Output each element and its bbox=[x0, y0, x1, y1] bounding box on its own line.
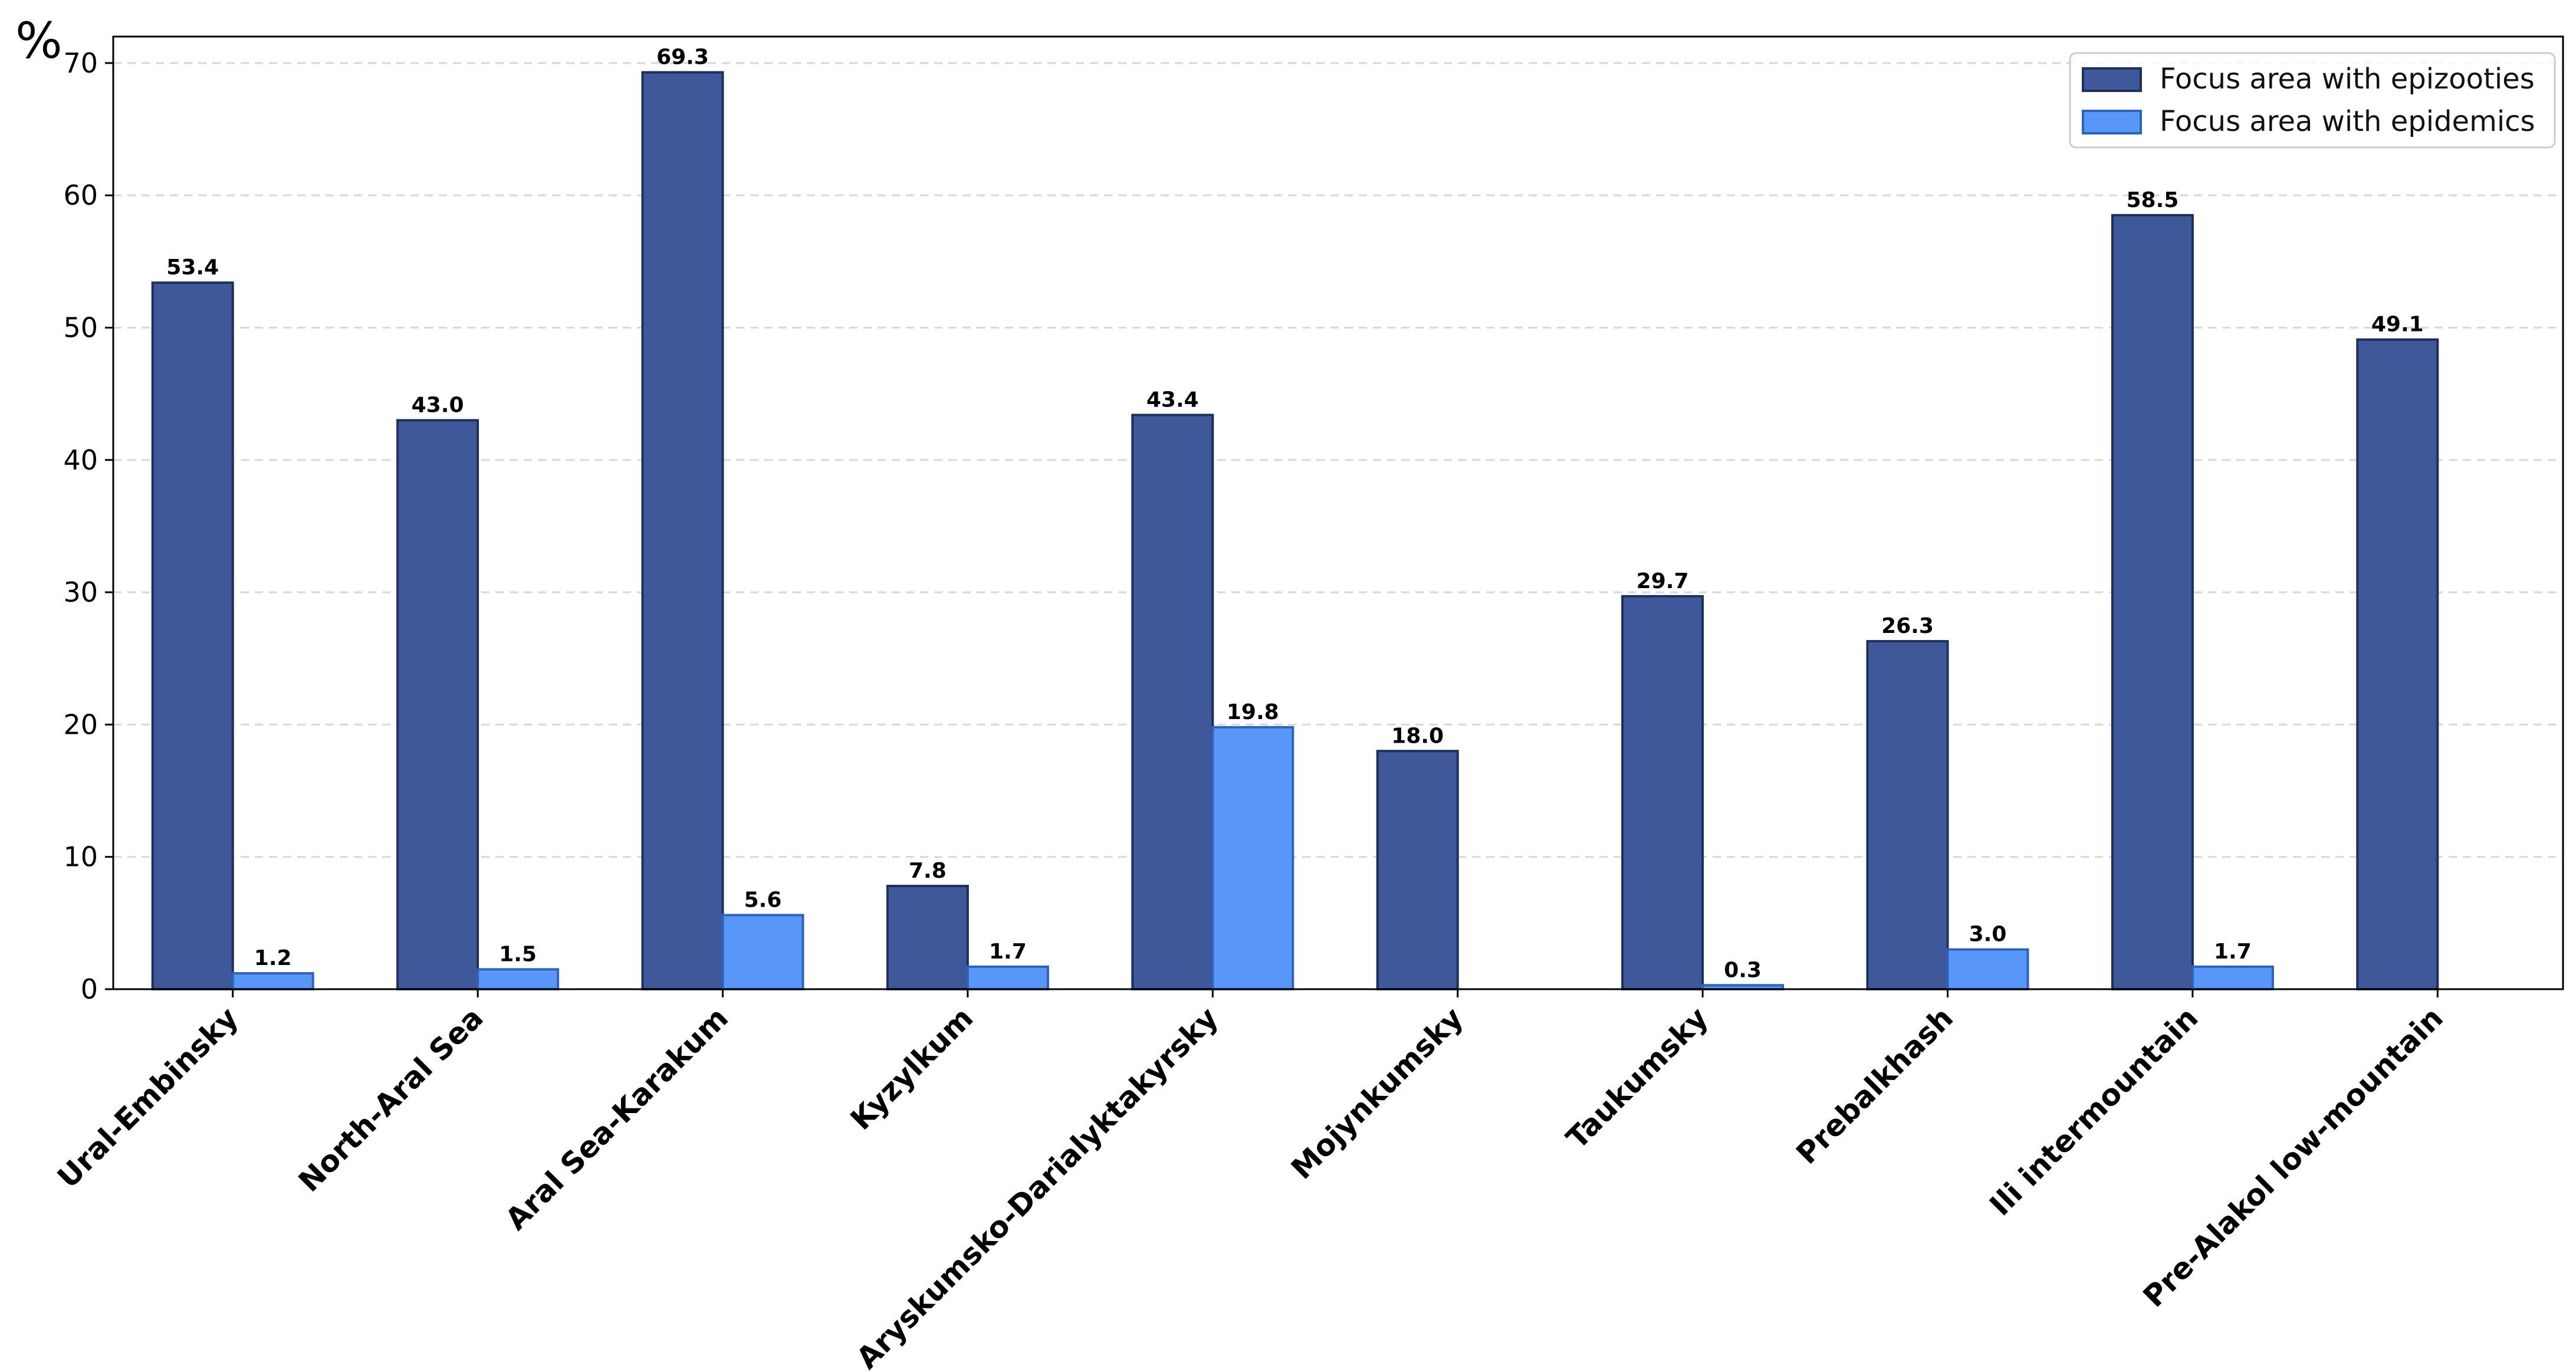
y-tick-label: 30 bbox=[63, 576, 98, 608]
bar-epizooties bbox=[1621, 595, 1704, 990]
bar-value-label: 19.8 bbox=[1227, 700, 1279, 724]
bar-epidemics bbox=[231, 972, 314, 991]
bar-value-label: 29.7 bbox=[1637, 569, 1689, 593]
y-tick-label: 50 bbox=[63, 311, 98, 343]
bar-value-label: 69.3 bbox=[656, 45, 709, 70]
bar-epizooties bbox=[1866, 640, 1949, 990]
y-tick-label: 60 bbox=[63, 179, 98, 211]
x-category-label: Pre-Alakol low-mountain bbox=[2137, 1000, 2450, 1314]
bars bbox=[151, 71, 2439, 991]
bar-epizooties bbox=[1131, 413, 1214, 990]
x-category-label: Ili intermountain bbox=[1983, 1000, 2205, 1222]
plot-frame bbox=[112, 35, 2564, 990]
y-tick-label: 20 bbox=[63, 708, 98, 740]
x-category-label: Taukumsky bbox=[1560, 1000, 1715, 1156]
bar-epidemics bbox=[1946, 948, 2029, 991]
category-labels: Ural-Embinsky North-Aral Sea Aral Sea-Kara… bbox=[51, 1000, 2450, 1372]
bar-value-label: 5.6 bbox=[744, 888, 782, 912]
gridlines bbox=[113, 62, 2563, 858]
legend-frame bbox=[2069, 52, 2556, 149]
bar-epizooties bbox=[396, 419, 479, 990]
bar-value-label: 53.4 bbox=[166, 255, 219, 280]
bar-epizooties bbox=[2356, 338, 2439, 991]
legend-swatch-epizooties bbox=[2082, 67, 2142, 92]
y-tick-label: 40 bbox=[63, 444, 98, 476]
bar-value-label: 58.5 bbox=[2126, 188, 2179, 212]
legend-label-epizooties: Focus area with epizooties bbox=[2160, 63, 2535, 96]
bar-epizooties bbox=[151, 281, 234, 990]
x-category-label: Prebalkhash bbox=[1790, 1000, 1960, 1170]
bar-value-label: 49.1 bbox=[2371, 313, 2424, 337]
bar-epidemics bbox=[966, 965, 1049, 990]
y-ticks: 0 10 20 30 40 50 60 70 bbox=[63, 47, 113, 1005]
y-tick-label: 10 bbox=[63, 841, 98, 873]
y-tick-label: 0 bbox=[81, 973, 98, 1005]
x-category-label: Ural-Embinsky bbox=[51, 1000, 245, 1194]
bar-value-label: 7.8 bbox=[909, 859, 947, 883]
y-axis-unit-label: % bbox=[15, 12, 63, 70]
bar-epizooties bbox=[641, 71, 724, 990]
x-category-label: North-Aral Sea bbox=[292, 1000, 489, 1198]
bar-value-label: 3.0 bbox=[1969, 923, 2007, 947]
x-category-label: Mojynkumsky bbox=[1284, 1000, 1470, 1186]
bar-value-label: 0.3 bbox=[1724, 958, 1762, 982]
bar-value-label: 1.7 bbox=[989, 940, 1027, 964]
bar-epidemics bbox=[721, 914, 804, 991]
bar-epidemics bbox=[1211, 726, 1294, 990]
bar-value-label: 43.4 bbox=[1146, 388, 1199, 412]
bar-epizooties bbox=[1376, 750, 1459, 990]
y-tick-label: 70 bbox=[63, 47, 98, 79]
legend: Focus area with epizooties Focus area wi… bbox=[2069, 52, 2556, 149]
bar-value-label: 26.3 bbox=[1881, 614, 1934, 638]
bar-epidemics bbox=[2191, 965, 2274, 990]
bar-value-label: 18.0 bbox=[1391, 724, 1444, 748]
bar-epidemics bbox=[477, 968, 560, 990]
bar-value-label: 1.5 bbox=[499, 942, 537, 966]
legend-label-epidemics: Focus area with epidemics bbox=[2160, 105, 2535, 138]
bar-value-label: 1.2 bbox=[254, 946, 292, 970]
x-category-label: Kyzylkum bbox=[844, 1000, 980, 1136]
bar-value-label: 43.0 bbox=[412, 393, 464, 417]
bar-epizooties bbox=[2111, 214, 2194, 990]
axes bbox=[112, 35, 2564, 997]
value-labels: 53.4 1.2 43.0 1.5 69.3 5.6 7.8 1.7 43.4 19.8 18.0 2… bbox=[166, 45, 2423, 983]
bar-value-label: 1.7 bbox=[2214, 940, 2252, 964]
bar-epizooties bbox=[886, 885, 969, 990]
x-category-label: Aral Sea-Karakum bbox=[499, 1000, 735, 1236]
legend-swatch-epidemics bbox=[2082, 110, 2142, 134]
